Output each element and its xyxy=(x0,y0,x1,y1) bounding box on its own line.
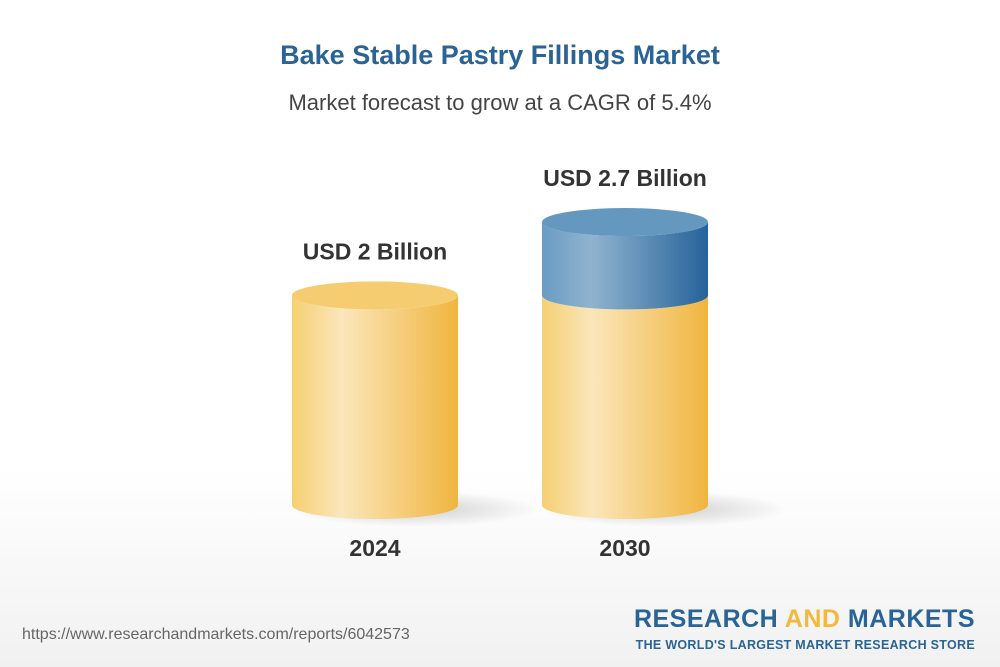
data-label: USD 2 Billion xyxy=(303,238,447,264)
category-label: 2030 xyxy=(599,535,650,561)
data-label: USD 2.7 Billion xyxy=(543,165,707,191)
source-url[interactable]: https://www.researchandmarkets.com/repor… xyxy=(22,626,410,643)
cylinder-base-2030 xyxy=(542,295,708,519)
cylinder-base-2024 xyxy=(292,295,458,519)
logo: RESEARCH AND MARKETS xyxy=(633,605,975,633)
cylinder-growth-2030 xyxy=(542,222,708,310)
cylinder-top xyxy=(542,208,708,237)
logo-tagline: THE WORLD'S LARGEST MARKET RESEARCH STOR… xyxy=(635,638,975,652)
chart-title: Bake Stable Pastry Fillings Market xyxy=(280,40,720,70)
chart-subtitle: Market forecast to grow at a CAGR of 5.4… xyxy=(288,90,712,115)
cylinder-top xyxy=(292,281,458,310)
category-label: 2024 xyxy=(349,535,400,561)
